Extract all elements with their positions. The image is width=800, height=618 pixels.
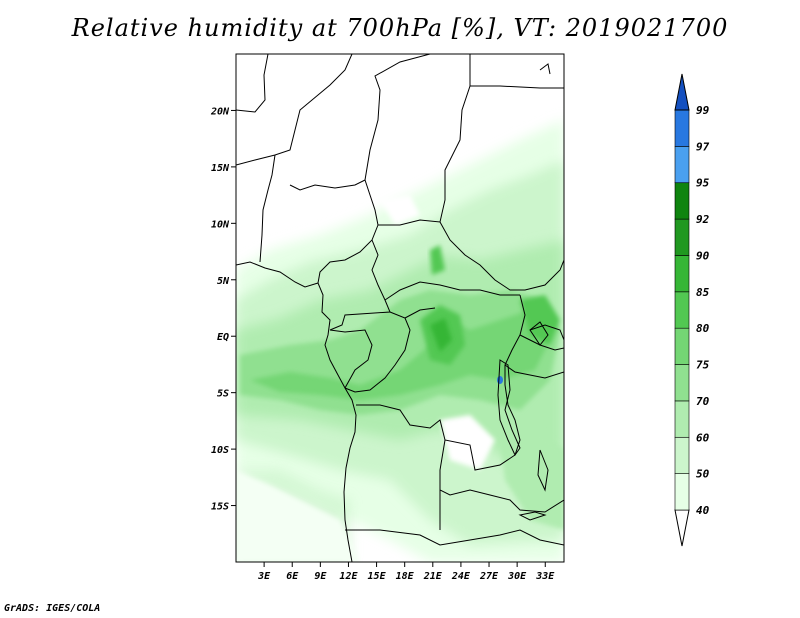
- lon-tick-label: 33E: [535, 571, 555, 582]
- lon-tick-label: 18E: [396, 571, 415, 582]
- longitude-axis: 3E 6E 9E 12E 15E 18E 21E 24E 27E 30E 33E: [257, 562, 555, 582]
- colorbar-label: 97: [696, 140, 710, 153]
- credit-label: GrADS: IGES/COLA: [4, 603, 101, 614]
- lat-tick-label: EQ: [217, 332, 229, 343]
- lat-tick-label: 5N: [217, 276, 230, 287]
- map-title: Relative humidity at 700hPa [%], VT: 201…: [71, 14, 729, 42]
- colorbar-cell: [674, 291, 690, 329]
- colorbar-cell: [674, 364, 690, 402]
- dry-patch-2: [380, 195, 420, 225]
- colorbar: 40 50 60 70 75 80 85 90 92 95 97 99: [674, 73, 710, 547]
- colorbar-cell: [674, 146, 690, 184]
- colorbar-label: 90: [696, 249, 710, 262]
- lat-tick-label: 20N: [210, 106, 230, 117]
- rh-90-area: [430, 318, 452, 352]
- lon-tick-label: 6E: [286, 571, 299, 582]
- lon-tick-label: 30E: [507, 571, 527, 582]
- colorbar-cell: [674, 218, 690, 256]
- colorbar-label: 60: [696, 431, 710, 444]
- lon-tick-label: 9E: [314, 571, 327, 582]
- colorbar-label: 80: [696, 322, 710, 335]
- lon-tick-label: 27E: [479, 571, 499, 582]
- colorbar-cell: [674, 255, 690, 293]
- humidity-field: [236, 120, 564, 562]
- colorbar-label: 75: [696, 359, 710, 372]
- lon-tick-label: 21E: [423, 571, 443, 582]
- rh-80-area: [250, 310, 550, 400]
- lat-tick-label: 10N: [211, 219, 230, 230]
- rh-85-area-3: [430, 245, 445, 275]
- colorbar-cell: [674, 327, 690, 365]
- lon-tick-label: 15E: [368, 571, 387, 582]
- latitude-axis: 20N 15N 10N 5N EQ 5S 10S 15S: [210, 106, 236, 513]
- lon-tick-label: 24E: [451, 571, 471, 582]
- colorbar-cell: [674, 509, 690, 547]
- lon-tick-label: 12E: [339, 571, 358, 582]
- rh-85-area-2: [520, 295, 560, 345]
- dry-patch-1: [440, 415, 495, 470]
- lat-tick-label: 10S: [211, 445, 229, 456]
- colorbar-cell: [674, 436, 690, 474]
- lon-tick-label: 3E: [257, 571, 271, 582]
- colorbar-label: 92: [696, 213, 710, 226]
- colorbar-label: 70: [696, 395, 710, 408]
- colorbar-label: 40: [696, 504, 710, 517]
- colorbar-cell: [674, 182, 690, 220]
- lat-tick-label: 15N: [211, 163, 230, 174]
- colorbar-cell: [674, 73, 690, 111]
- colorbar-cell: [674, 400, 690, 438]
- colorbar-label: 50: [696, 468, 710, 481]
- lat-tick-label: 5S: [217, 389, 229, 400]
- colorbar-label: 95: [696, 177, 710, 190]
- rh-60-south: [500, 430, 564, 530]
- map-frame: [235, 53, 565, 563]
- rh-99-spot: [497, 376, 503, 384]
- colorbar-label: 85: [696, 286, 710, 299]
- colorbar-label: 99: [696, 104, 710, 117]
- country-borders: [236, 54, 564, 562]
- colorbar-cell: [674, 473, 690, 511]
- dry-patch-3: [236, 470, 360, 562]
- colorbar-cell: [674, 109, 690, 147]
- lat-tick-label: 15S: [211, 502, 229, 513]
